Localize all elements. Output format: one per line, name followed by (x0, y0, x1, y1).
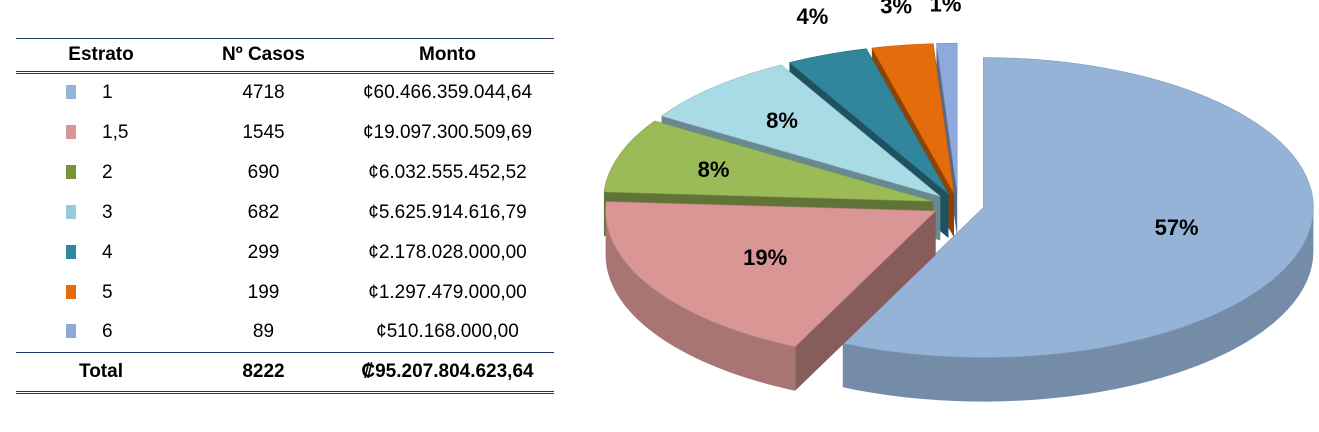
cell-casos: 682 (247, 201, 280, 223)
cell-estrato: 3 (16, 193, 186, 233)
legend-swatch (66, 124, 76, 139)
table-body: 1 4718 ¢60.466.359.044,64 1,5 1545 ¢19.097.30… (16, 73, 554, 353)
slice-label-2: 8% (698, 157, 730, 182)
cell-monto: ¢510.168.000,00 (376, 321, 519, 343)
cell-monto: ¢6.032.555.452,52 (368, 161, 527, 183)
legend-swatch (66, 324, 76, 339)
table-row: 5 199 ¢1.297.479.000,00 (16, 273, 554, 313)
pie-chart: 1% 3% 4% 8% 8% 57% 19% (603, 0, 1314, 402)
estrato-label: 3 (102, 201, 113, 223)
cell-monto: ¢2.178.028.000,00 (368, 241, 527, 263)
total-label: Total (79, 361, 123, 382)
slice-label-5: 3% (880, 0, 912, 18)
estrato-label: 4 (102, 241, 113, 263)
legend-swatch (66, 164, 76, 179)
slice-label-1: 57% (1155, 215, 1199, 240)
header-estrato: Estrato (68, 44, 134, 65)
slice-label-3: 8% (766, 108, 798, 133)
table-row: 2 690 ¢6.032.555.452,52 (16, 153, 554, 193)
cell-casos: 299 (247, 241, 280, 263)
legend-swatch (66, 244, 76, 259)
cell-monto: ¢19.097.300.509,69 (362, 121, 533, 143)
cell-monto: ¢1.297.479.000,00 (368, 281, 527, 303)
table-row: 3 682 ¢5.625.914.616,79 (16, 193, 554, 233)
cell-estrato: 5 (16, 273, 186, 313)
cell-monto: ¢5.625.914.616,79 (368, 201, 527, 223)
table-row: 1 4718 ¢60.466.359.044,64 (16, 73, 554, 113)
pie-slices (603, 42, 1314, 402)
header-casos: Nº Casos (222, 44, 305, 65)
pie-slice-1-5 (605, 201, 937, 391)
legend-swatch (66, 284, 76, 299)
cell-monto: ¢60.466.359.044,64 (362, 82, 533, 104)
estrato-label: 5 (102, 281, 113, 303)
estrato-label: 1 (102, 82, 113, 104)
table-total-row: Total 8222 ₡95.207.804.623,64 (16, 352, 554, 393)
slice-label-1-5: 19% (743, 245, 787, 270)
cell-casos: 690 (247, 161, 280, 183)
data-table-container: Estrato Nº Casos Monto 1 4718 ¢60.466.359.… (16, 38, 554, 394)
total-casos: 8222 (242, 361, 285, 382)
pie-slice-1 (842, 57, 1314, 402)
data-table: Estrato Nº Casos Monto 1 4718 ¢60.466.359.… (16, 38, 554, 394)
estrato-label: 1,5 (102, 121, 129, 143)
pie-labels: 1% 3% 4% 8% 8% 57% 19% (698, 0, 1199, 270)
cell-estrato: 1 (16, 73, 186, 113)
cell-estrato: 1,5 (16, 113, 186, 153)
slice-label-6: 1% (930, 0, 962, 16)
table-row: 1,5 1545 ¢19.097.300.509,69 (16, 113, 554, 153)
cell-estrato: 2 (16, 153, 186, 193)
legend-swatch (66, 204, 76, 219)
table-row: 6 89 ¢510.168.000,00 (16, 313, 554, 353)
estrato-label: 6 (102, 321, 113, 343)
table-header-row: Estrato Nº Casos Monto (16, 38, 554, 73)
cell-casos: 199 (247, 281, 280, 303)
cell-casos: 89 (252, 321, 275, 343)
header-monto: Monto (419, 44, 476, 65)
cell-casos: 1545 (242, 121, 285, 143)
table-row: 4 299 ¢2.178.028.000,00 (16, 233, 554, 273)
estrato-label: 2 (102, 161, 113, 183)
cell-estrato: 6 (16, 313, 186, 353)
cell-casos: 4718 (242, 82, 285, 104)
cell-estrato: 4 (16, 233, 186, 273)
slice-label-4: 4% (796, 4, 828, 29)
total-monto: ₡95.207.804.623,64 (361, 361, 534, 382)
legend-swatch (66, 85, 76, 100)
